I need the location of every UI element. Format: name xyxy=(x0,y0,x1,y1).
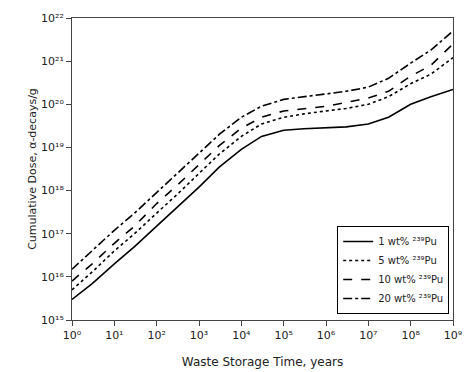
svg-text:1 wt% ²³⁹Pu: 1 wt% ²³⁹Pu xyxy=(378,236,437,247)
svg-text:10³: 10³ xyxy=(190,329,208,342)
svg-text:Cumulative Dose, α-decays/g: Cumulative Dose, α-decays/g xyxy=(26,88,39,250)
svg-text:10²: 10² xyxy=(147,329,165,342)
svg-text:10²¹: 10²¹ xyxy=(41,55,64,68)
svg-text:10⁵: 10⁵ xyxy=(274,329,292,342)
svg-text:Waste Storage Time, years: Waste Storage Time, years xyxy=(182,355,343,369)
svg-text:10¹⁸: 10¹⁸ xyxy=(41,184,64,197)
svg-text:20 wt% ²³⁹Pu: 20 wt% ²³⁹Pu xyxy=(378,293,443,304)
svg-text:10⁸: 10⁸ xyxy=(401,329,420,342)
svg-text:10 wt% ²³⁹Pu: 10 wt% ²³⁹Pu xyxy=(378,274,443,285)
svg-text:10¹⁷: 10¹⁷ xyxy=(41,228,64,241)
svg-text:10⁷: 10⁷ xyxy=(359,329,377,342)
svg-text:10²⁰: 10²⁰ xyxy=(41,98,64,111)
svg-text:5 wt% ²³⁹Pu: 5 wt% ²³⁹Pu xyxy=(378,255,437,266)
svg-text:10⁴: 10⁴ xyxy=(232,329,251,342)
svg-text:10¹⁶: 10¹⁶ xyxy=(41,271,64,284)
svg-text:10⁹: 10⁹ xyxy=(444,329,462,342)
svg-text:10²²: 10²² xyxy=(41,12,64,25)
svg-text:10¹: 10¹ xyxy=(105,329,123,342)
svg-text:10⁶: 10⁶ xyxy=(317,329,336,342)
svg-text:10¹⁵: 10¹⁵ xyxy=(41,314,64,327)
svg-text:10⁰: 10⁰ xyxy=(63,329,82,342)
svg-text:10¹⁹: 10¹⁹ xyxy=(41,141,64,154)
